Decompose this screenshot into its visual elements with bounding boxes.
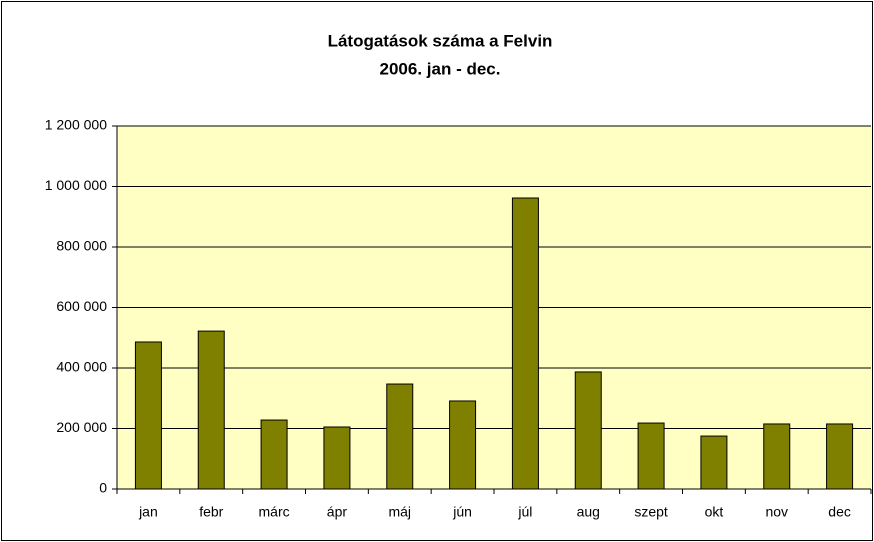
bar — [134, 341, 162, 490]
bar — [386, 383, 414, 490]
bar — [323, 426, 351, 490]
x-tick-label: jún — [452, 504, 472, 520]
x-tick-label: júl — [517, 504, 532, 520]
x-tick-label: ápr — [327, 504, 348, 520]
y-tick-label: 200 000 — [56, 419, 107, 435]
y-tick-label: 800 000 — [56, 238, 107, 254]
bar — [449, 400, 477, 490]
x-tick-label: máj — [388, 504, 411, 520]
chart-subtitle: 2006. jan - dec. — [380, 59, 501, 78]
bar — [826, 423, 854, 490]
y-tick-label: 1 200 000 — [45, 117, 107, 133]
bar — [197, 330, 225, 490]
bar — [763, 423, 791, 490]
y-tick-label: 600 000 — [56, 298, 107, 314]
bar — [574, 371, 602, 490]
x-tick-label: aug — [577, 504, 600, 520]
x-tick-label: febr — [199, 504, 223, 520]
bar — [260, 419, 288, 490]
x-tick-label: márc — [259, 504, 290, 520]
x-tick-label: dec — [828, 504, 851, 520]
bar — [700, 435, 728, 490]
y-tick-label: 400 000 — [56, 359, 107, 375]
chart-title: Látogatások száma a Felvin — [328, 31, 553, 50]
bar — [637, 422, 665, 490]
y-tick-label: 1 000 000 — [45, 177, 107, 193]
x-tick-label: nov — [765, 504, 788, 520]
bar — [511, 197, 539, 490]
x-tick-label: okt — [705, 504, 724, 520]
x-tick-label: jan — [138, 504, 158, 520]
y-tick-label: 0 — [99, 480, 107, 496]
x-tick-label: szept — [634, 504, 668, 520]
